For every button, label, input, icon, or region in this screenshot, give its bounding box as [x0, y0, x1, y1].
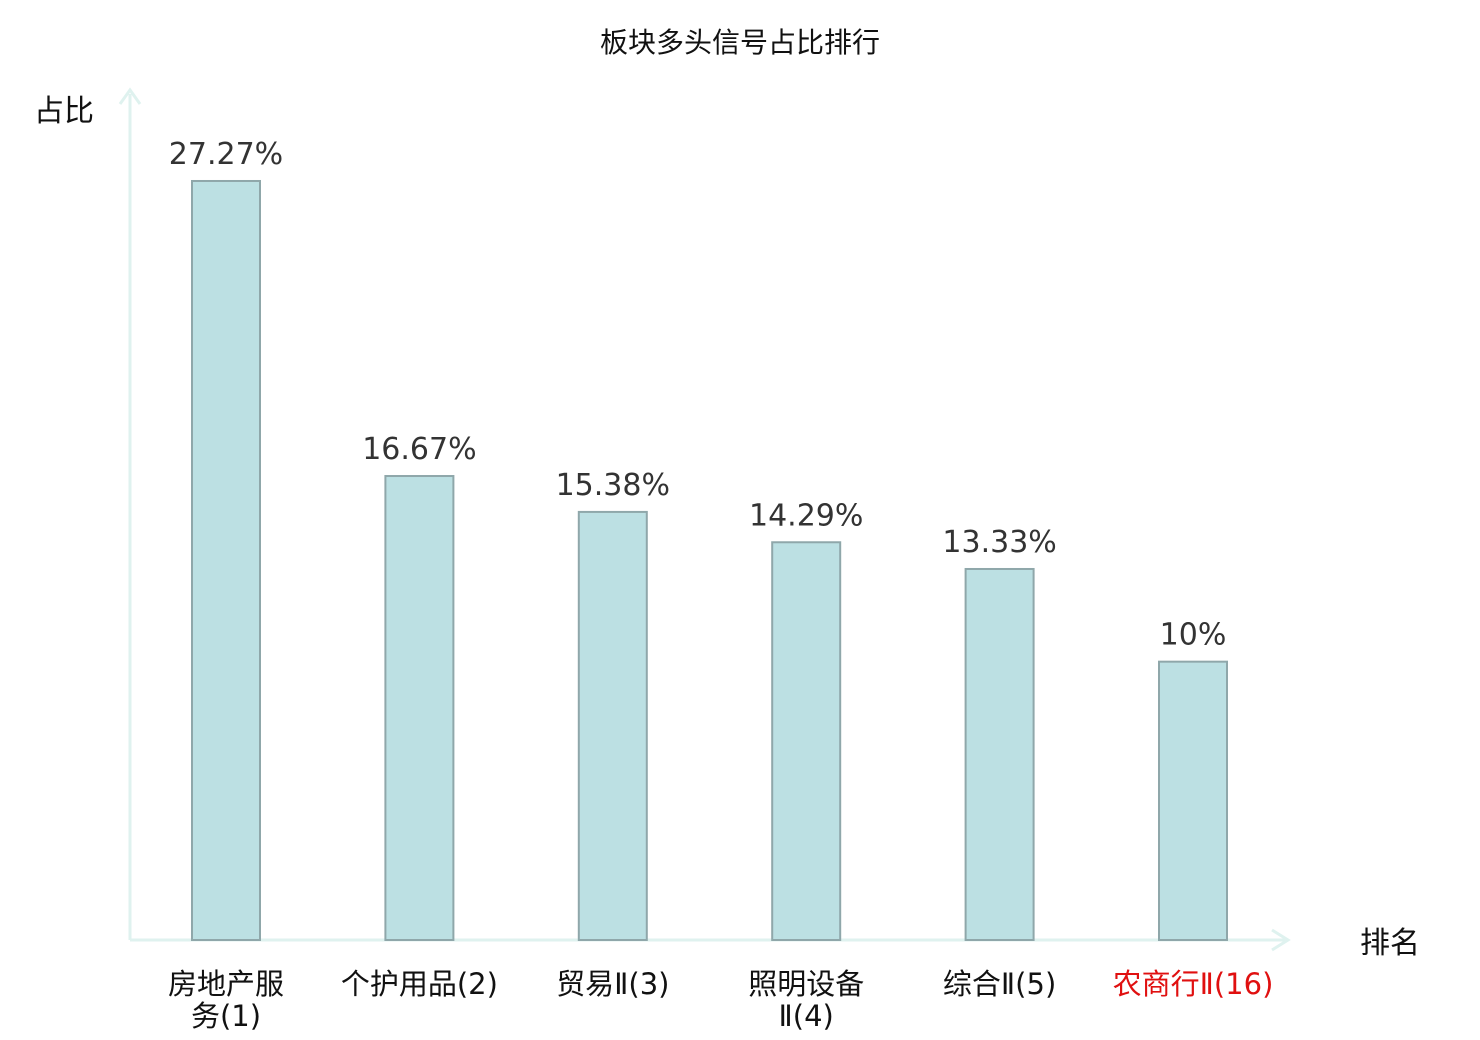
value-label-6: 10%	[1160, 618, 1227, 653]
value-label-5: 13.33%	[942, 525, 1056, 560]
bar-group	[191, 179, 1228, 942]
category-label-3: 贸易Ⅱ(3)	[556, 967, 669, 1001]
value-label-3: 15.38%	[556, 468, 670, 503]
category-label-1: 房地产服	[168, 967, 284, 1001]
value-label-1: 27.27%	[169, 137, 283, 172]
x-axis-arrow	[1271, 928, 1291, 952]
bar-5	[964, 567, 1035, 942]
value-label-4: 14.29%	[749, 498, 863, 533]
category-label-2: 个护用品(2)	[341, 967, 498, 1001]
bar-3	[577, 510, 648, 941]
category-label-4-line2: Ⅱ(4)	[779, 999, 834, 1033]
bar-1	[191, 179, 261, 942]
bar-4	[771, 541, 842, 941]
category-label-4: 照明设备	[748, 967, 864, 1001]
value-label-2: 16.67%	[362, 432, 476, 467]
bar-6	[1158, 660, 1228, 942]
y-axis-arrow	[118, 87, 142, 105]
bar-2	[384, 475, 455, 941]
category-label-5: 综合Ⅱ(5)	[943, 967, 1056, 1001]
y-axis-label: 占比	[34, 94, 94, 129]
value-label-group: 27.27% 16.67% 15.38% 14.29% 13.33% 10%	[169, 137, 1227, 653]
chart-title: 板块多头信号占比排行	[600, 26, 880, 59]
category-label-1-line2: 务(1)	[191, 999, 261, 1033]
category-label-6: 农商行Ⅱ(16)	[1113, 967, 1274, 1001]
x-axis-label: 排名	[1360, 926, 1420, 961]
